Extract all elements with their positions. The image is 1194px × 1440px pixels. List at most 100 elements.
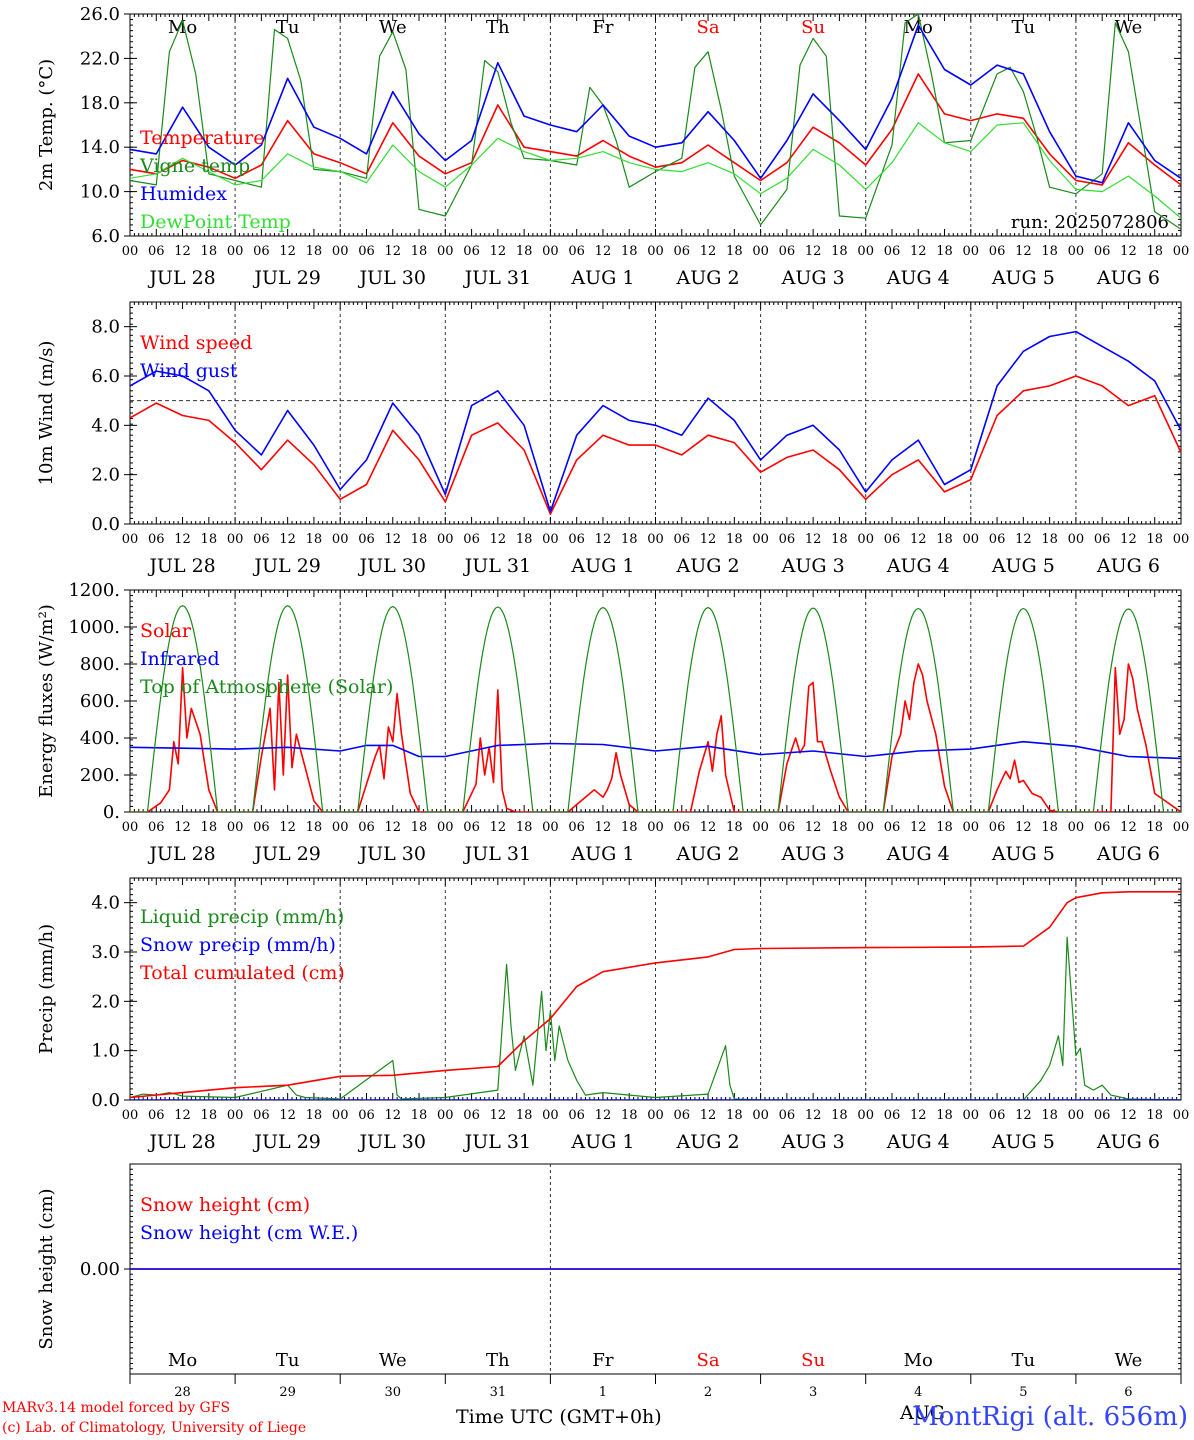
hour-label: 00 xyxy=(227,820,244,835)
hour-label: 12 xyxy=(700,820,717,835)
hour-label: 12 xyxy=(1015,1108,1032,1123)
hour-label: 18 xyxy=(621,244,638,259)
day-label: JUL 31 xyxy=(463,555,531,577)
day-label: JUL 28 xyxy=(147,555,215,577)
series-line-3 xyxy=(130,605,1181,812)
weekday-label: Tu xyxy=(1012,1350,1036,1371)
day-label: JUL 29 xyxy=(252,1131,320,1153)
y-tick-label: 3.0 xyxy=(91,942,120,963)
weekday-label: Mo xyxy=(904,1350,933,1371)
station-label: MontRigi (alt. 656m) xyxy=(912,1402,1188,1432)
hour-label: 00 xyxy=(437,244,454,259)
hour-label: 12 xyxy=(384,244,401,259)
day-label: AUG 6 xyxy=(1096,843,1160,865)
weekday-label: Th xyxy=(486,1350,510,1371)
day-label: AUG 6 xyxy=(1096,555,1160,577)
hour-label: 18 xyxy=(201,1108,218,1123)
hour-label: 12 xyxy=(595,820,612,835)
plot-area xyxy=(130,14,1181,230)
y-tick-label: 0. xyxy=(103,802,120,823)
hour-label: 06 xyxy=(148,532,165,547)
hour-label: 06 xyxy=(253,1108,270,1123)
series-line-1 xyxy=(130,936,1181,1100)
hour-label: 12 xyxy=(595,244,612,259)
hour-label: 06 xyxy=(463,532,480,547)
hour-label: 06 xyxy=(358,244,375,259)
hour-label: 18 xyxy=(726,1108,743,1123)
day-number-label: 31 xyxy=(490,1385,507,1400)
hour-label: 18 xyxy=(831,244,848,259)
day-label: AUG 5 xyxy=(991,267,1055,289)
hour-label: 06 xyxy=(568,820,585,835)
day-label: JUL 29 xyxy=(252,267,320,289)
month-label: AUG xyxy=(900,1402,945,1424)
legend-entry: Wind speed xyxy=(140,332,252,354)
weekday-label: We xyxy=(379,1350,407,1371)
weekday-label: Mo xyxy=(168,17,197,38)
series-line-2 xyxy=(130,740,1181,760)
legend-entry: Vigne temp xyxy=(139,155,250,177)
hour-label: 18 xyxy=(201,820,218,835)
hour-label: 12 xyxy=(1015,820,1032,835)
hour-label: 06 xyxy=(989,244,1006,259)
hour-label: 12 xyxy=(384,1108,401,1123)
hour-label: 00 xyxy=(752,532,769,547)
hour-label: 12 xyxy=(700,532,717,547)
day-label: AUG 5 xyxy=(991,1131,1055,1153)
y-tick-label: 14.0 xyxy=(80,137,120,158)
hour-label: 18 xyxy=(1146,532,1163,547)
hour-label: 12 xyxy=(700,1108,717,1123)
hour-label: 00 xyxy=(647,244,664,259)
series-line-4 xyxy=(130,122,1181,219)
hour-label: 00 xyxy=(542,244,559,259)
hour-label: 12 xyxy=(174,532,191,547)
hour-label: 12 xyxy=(910,820,927,835)
hour-label: 18 xyxy=(201,244,218,259)
legend-entry: Solar xyxy=(140,620,192,642)
hour-label: 12 xyxy=(384,820,401,835)
hour-label: 12 xyxy=(174,244,191,259)
hour-label: 06 xyxy=(463,244,480,259)
plot-area xyxy=(130,891,1181,1100)
y-tick-label: 2.0 xyxy=(91,465,120,486)
hour-label: 12 xyxy=(490,244,507,259)
hour-label: 12 xyxy=(279,532,296,547)
series-line-2 xyxy=(130,330,1181,513)
hour-label: 18 xyxy=(936,244,953,259)
day-label: AUG 3 xyxy=(781,267,845,289)
legend-entry: Temperature xyxy=(140,127,264,149)
y-tick-label: 6.0 xyxy=(91,226,120,247)
hour-label: 06 xyxy=(463,820,480,835)
hour-label: 06 xyxy=(779,820,796,835)
hour-label: 06 xyxy=(1094,1108,1111,1123)
hour-label: 00 xyxy=(1173,244,1190,259)
hour-label: 00 xyxy=(332,1108,349,1123)
hour-label: 12 xyxy=(490,532,507,547)
panel-3: 00 06 12 18 00 06 12 18 00 06 12 18 00 06 12 18 00 06 12 18… xyxy=(36,580,1189,865)
hour-label: 00 xyxy=(752,244,769,259)
hour-label: 00 xyxy=(1173,1108,1190,1123)
day-label: AUG 5 xyxy=(991,555,1055,577)
day-label: AUG 2 xyxy=(676,555,740,577)
weekday-label: Sa xyxy=(697,17,720,38)
hour-label: 06 xyxy=(463,1108,480,1123)
legend-entry: Snow height (cm W.E.) xyxy=(140,1222,358,1244)
hour-label: 06 xyxy=(989,1108,1006,1123)
day-number-label: 28 xyxy=(174,1385,191,1400)
y-axis-title: Energy fluxes (W/m²) xyxy=(36,604,57,798)
hour-label: 18 xyxy=(306,1108,323,1123)
legend-entry: Liquid precip (mm/h) xyxy=(140,906,344,928)
hour-label: 00 xyxy=(1173,820,1190,835)
hour-label: 06 xyxy=(674,1108,691,1123)
series-line-3 xyxy=(130,891,1181,1099)
hour-label: 18 xyxy=(516,1108,533,1123)
hour-label: 18 xyxy=(936,1108,953,1123)
hour-label: 18 xyxy=(1041,820,1058,835)
hour-label: 00 xyxy=(857,820,874,835)
hour-label: 06 xyxy=(674,244,691,259)
hour-label: 00 xyxy=(122,820,139,835)
day-label: JUL 30 xyxy=(358,267,426,289)
hour-label: 00 xyxy=(227,1108,244,1123)
y-tick-label: 4.0 xyxy=(91,893,120,914)
y-tick-label: 2.0 xyxy=(91,991,120,1012)
